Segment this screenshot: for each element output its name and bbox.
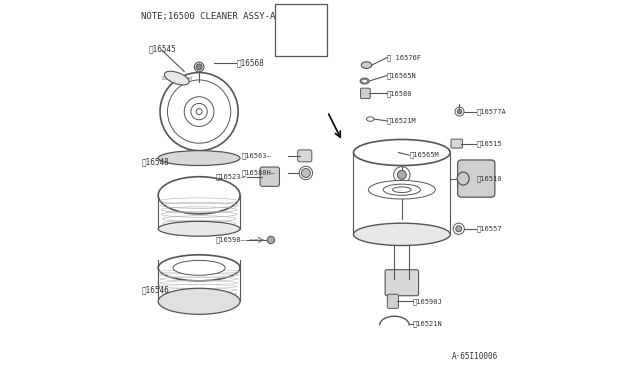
Ellipse shape	[390, 150, 399, 155]
Circle shape	[397, 170, 406, 179]
Text: CAL: CAL	[276, 39, 290, 48]
Ellipse shape	[367, 117, 374, 121]
Circle shape	[457, 109, 461, 114]
Ellipse shape	[457, 172, 469, 185]
Text: ※16563—: ※16563—	[242, 153, 271, 159]
Text: NOTE;16500 CLEANER ASSY-AIR(INC.※ ): NOTE;16500 CLEANER ASSY-AIR(INC.※ )	[141, 11, 330, 20]
Ellipse shape	[158, 255, 240, 281]
Text: ※16580: ※16580	[277, 9, 303, 16]
Bar	[275, 4, 328, 56]
FancyBboxPatch shape	[260, 167, 280, 186]
Text: ※16523—: ※16523—	[216, 173, 246, 180]
Text: ※16580H—: ※16580H—	[242, 170, 276, 176]
Ellipse shape	[158, 151, 240, 166]
Text: ※16515: ※16515	[476, 140, 502, 147]
Text: ※16545: ※16545	[149, 44, 177, 53]
FancyBboxPatch shape	[298, 150, 312, 162]
Text: ※16557: ※16557	[476, 225, 502, 232]
Ellipse shape	[392, 187, 411, 193]
Ellipse shape	[383, 184, 420, 195]
Ellipse shape	[353, 140, 450, 166]
Ellipse shape	[158, 177, 240, 214]
Text: Sticker label: Sticker label	[162, 76, 192, 81]
Text: ※16590J: ※16590J	[413, 298, 443, 305]
Ellipse shape	[360, 78, 369, 84]
Ellipse shape	[158, 288, 240, 314]
Circle shape	[267, 236, 275, 244]
FancyBboxPatch shape	[451, 139, 463, 148]
Text: ※16548: ※16548	[141, 157, 169, 166]
Ellipse shape	[353, 223, 450, 246]
Ellipse shape	[369, 180, 435, 199]
Text: A·65I10006: A·65I10006	[452, 352, 499, 361]
Ellipse shape	[164, 71, 189, 85]
Text: ※16580: ※16580	[387, 90, 412, 97]
Text: ※16521M: ※16521M	[387, 118, 417, 124]
Ellipse shape	[362, 79, 367, 83]
Text: ※16598——: ※16598——	[216, 237, 250, 243]
Ellipse shape	[158, 221, 240, 236]
Text: ※ 16576F: ※ 16576F	[387, 54, 421, 61]
FancyBboxPatch shape	[387, 294, 399, 308]
Text: ※16568: ※16568	[236, 59, 264, 68]
Text: ※16521N: ※16521N	[413, 320, 443, 327]
Circle shape	[196, 64, 202, 70]
FancyBboxPatch shape	[458, 160, 495, 197]
Circle shape	[456, 226, 461, 232]
Ellipse shape	[362, 62, 372, 68]
FancyBboxPatch shape	[360, 88, 370, 99]
FancyBboxPatch shape	[385, 270, 419, 296]
Circle shape	[301, 169, 310, 177]
FancyBboxPatch shape	[294, 26, 309, 45]
Text: ※16565M: ※16565M	[410, 152, 439, 158]
Ellipse shape	[173, 260, 225, 275]
Text: ※16510: ※16510	[476, 175, 502, 182]
Text: ※16546: ※16546	[141, 286, 169, 295]
Text: ※16577A: ※16577A	[476, 108, 506, 115]
Text: ※16565N: ※16565N	[387, 72, 417, 79]
